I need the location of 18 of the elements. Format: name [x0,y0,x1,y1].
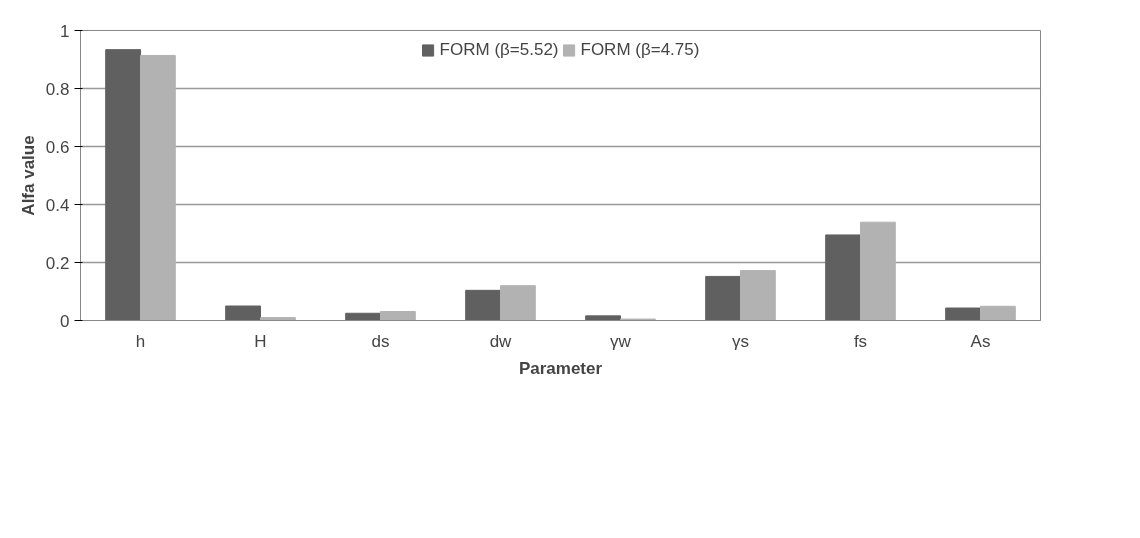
y-tick-label: 0 [60,311,70,331]
legend-label: FORM (β=5.52) [439,40,559,60]
x-tick-label: dw [489,331,513,351]
x-tick-label: H [254,331,267,351]
x-tick-label: h [135,331,146,351]
x-tick-label: As [970,331,991,351]
y-tick-label: 0.6 [45,137,70,157]
legend-label: FORM (β=4.75) [580,40,700,60]
y-tick-label: 0.4 [45,195,70,215]
y-axis-title: Alfa value [18,135,38,216]
x-tick-label: γw [610,331,632,351]
x-tick-label: fs [853,331,868,351]
y-tick-label: 1 [60,21,70,41]
x-tick-label: γs [732,331,749,351]
y-tick-label: 0.2 [45,253,70,273]
y-tick-label: 0.8 [45,79,70,99]
x-tick-label: ds [371,331,390,351]
x-axis-title: Parameter [518,358,603,378]
